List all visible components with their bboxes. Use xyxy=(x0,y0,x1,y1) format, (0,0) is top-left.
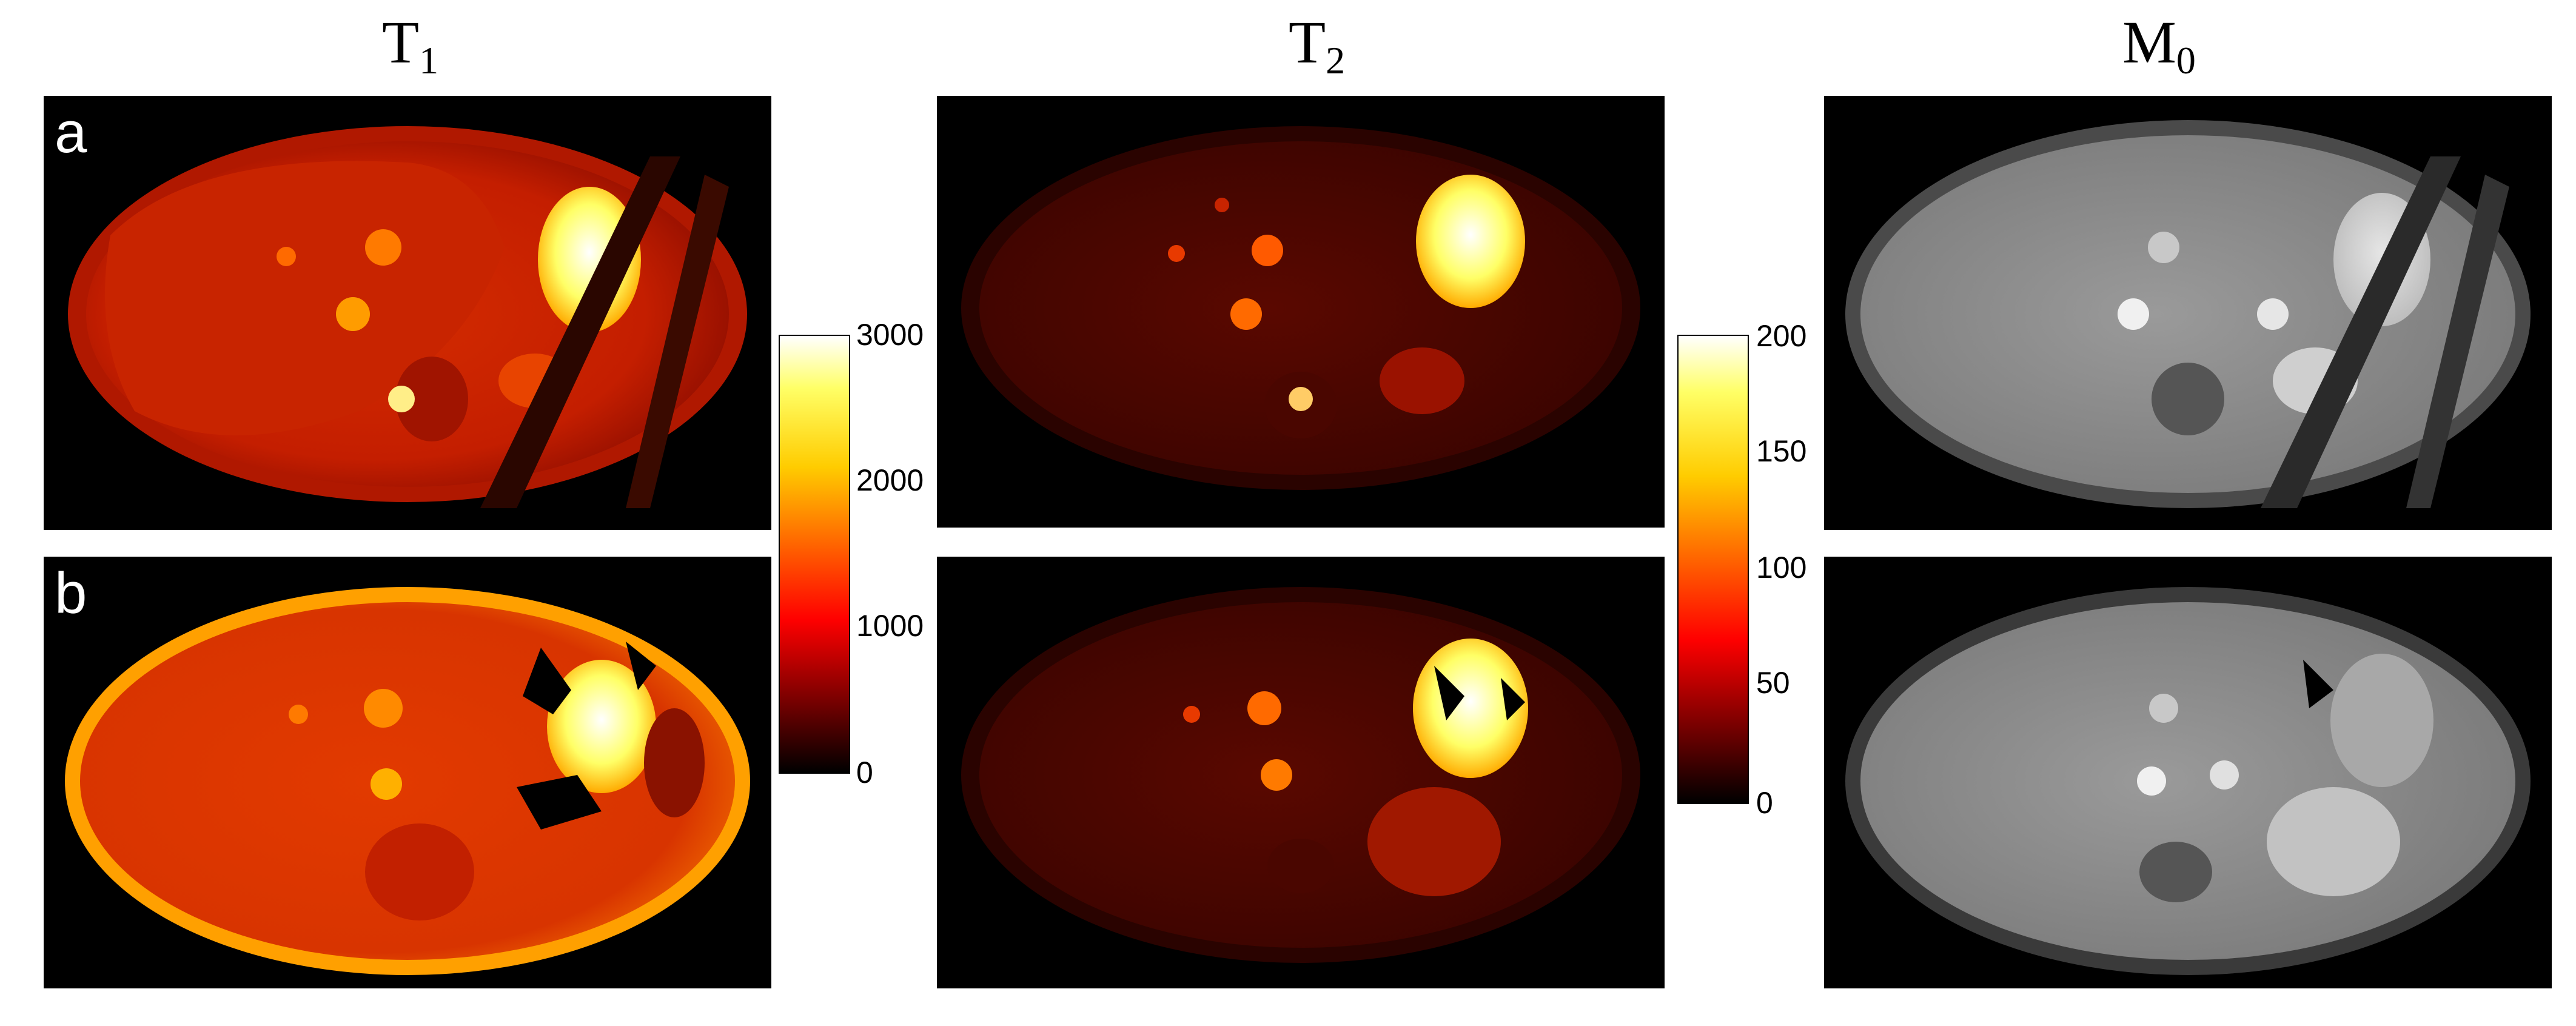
panel-t2-b xyxy=(937,557,1665,988)
t2-a-image xyxy=(961,126,1640,490)
t2-colorbar xyxy=(1677,335,1749,804)
t2-tick-200: 200 xyxy=(1756,319,1807,353)
t1-tick-3000: 3000 xyxy=(856,318,924,352)
t1-tick-1000: 1000 xyxy=(856,609,924,643)
t2-b-image xyxy=(961,587,1640,963)
t2-tick-150: 150 xyxy=(1756,434,1807,468)
panel-t2-a xyxy=(937,96,1665,528)
t1-b-image xyxy=(65,587,750,975)
title-t1: T1 xyxy=(382,8,439,82)
m0-b-image xyxy=(1845,587,2531,975)
t2-tick-100: 100 xyxy=(1756,551,1807,585)
t2-tick-0: 0 xyxy=(1756,786,1773,820)
title-m0: M0 xyxy=(2122,8,2196,82)
panel-t1-a: a xyxy=(44,96,771,530)
t1-a-image xyxy=(68,126,747,508)
t1-tick-2000: 2000 xyxy=(856,463,924,497)
t1-colorbar xyxy=(779,335,850,774)
panel-m0-b xyxy=(1824,557,2552,988)
title-t2: T2 xyxy=(1289,8,1346,82)
t1-tick-0: 0 xyxy=(856,756,873,790)
t2-tick-50: 50 xyxy=(1756,666,1790,700)
panel-t1-b: b xyxy=(44,557,771,988)
m0-a-image xyxy=(1845,120,2531,508)
panel-m0-a xyxy=(1824,96,2552,530)
row-label-a: a xyxy=(55,100,87,165)
row-label-b: b xyxy=(55,561,87,626)
